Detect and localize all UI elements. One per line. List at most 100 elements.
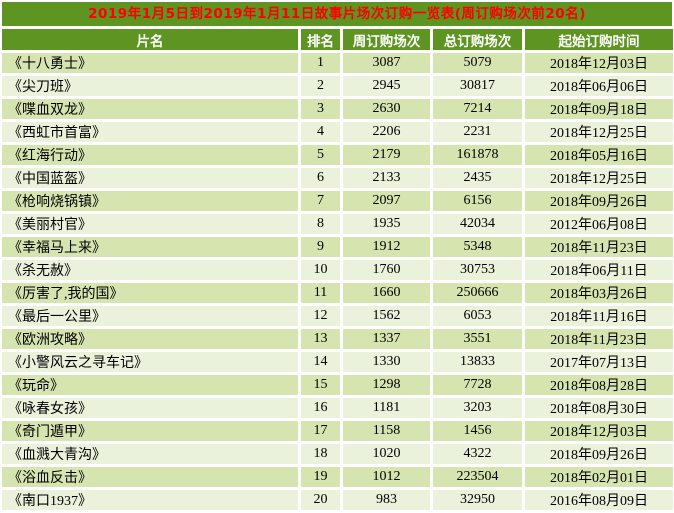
weekly-orders-cell: 1660 <box>343 283 430 303</box>
weekly-orders-cell: 1562 <box>343 306 430 326</box>
table-row: 《血溅大青沟》 18 1020 4322 2018年09月26日 <box>2 444 673 464</box>
table-row: 《喋血双龙》 3 2630 7214 2018年09月18日 <box>2 99 673 119</box>
start-date-cell: 2018年12月25日 <box>525 168 673 188</box>
total-orders-cell: 6156 <box>433 191 522 211</box>
movie-title-cell: 《厉害了,我的国》 <box>2 283 298 303</box>
table-body: 《十八勇士》 1 3087 5079 2018年12月03日 《尖刀班》 2 2945 3081… <box>2 53 673 510</box>
movie-title-cell: 《血溅大青沟》 <box>2 444 298 464</box>
movie-title-cell: 《咏春女孩》 <box>2 398 298 418</box>
rank-cell: 12 <box>301 306 340 326</box>
table-row: 《杀无赦》 10 1760 30753 2018年06月11日 <box>2 260 673 280</box>
start-date-cell: 2018年11月23日 <box>525 329 673 349</box>
total-orders-cell: 7214 <box>433 99 522 119</box>
movie-title-cell: 《喋血双龙》 <box>2 99 298 119</box>
total-orders-cell: 30753 <box>433 260 522 280</box>
total-orders-cell: 32950 <box>433 490 522 510</box>
table-row: 《西虹市首富》 4 2206 2231 2018年12月25日 <box>2 122 673 142</box>
total-orders-cell: 13833 <box>433 352 522 372</box>
weekly-orders-cell: 1158 <box>343 421 430 441</box>
movie-title-cell: 《小警风云之寻车记》 <box>2 352 298 372</box>
weekly-orders-cell: 1935 <box>343 214 430 234</box>
table-row: 《小警风云之寻车记》 14 1330 13833 2017年07月13日 <box>2 352 673 372</box>
column-header-movie-title: 片名 <box>2 29 298 50</box>
start-date-cell: 2018年09月26日 <box>525 191 673 211</box>
total-orders-cell: 30817 <box>433 76 522 96</box>
table-row: 《最后一公里》 12 1562 6053 2018年11月16日 <box>2 306 673 326</box>
table-row: 《中国蓝盔》 6 2133 2435 2018年12月25日 <box>2 168 673 188</box>
total-orders-cell: 5079 <box>433 53 522 73</box>
movie-title-cell: 《尖刀班》 <box>2 76 298 96</box>
rank-cell: 19 <box>301 467 340 487</box>
start-date-cell: 2018年11月16日 <box>525 306 673 326</box>
rank-cell: 14 <box>301 352 340 372</box>
total-orders-cell: 2435 <box>433 168 522 188</box>
column-header-weekly-orders: 周订购场次 <box>343 29 430 50</box>
start-date-cell: 2018年09月26日 <box>525 444 673 464</box>
table-header: 片名 排名 周订购场次 总订购场次 起始订购时间 <box>2 29 673 50</box>
weekly-orders-cell: 1181 <box>343 398 430 418</box>
rank-cell: 15 <box>301 375 340 395</box>
weekly-orders-cell: 1760 <box>343 260 430 280</box>
column-header-start-date: 起始订购时间 <box>525 29 673 50</box>
table-row: 《欧洲攻略》 13 1337 3551 2018年11月23日 <box>2 329 673 349</box>
movie-title-cell: 《幸福马上来》 <box>2 237 298 257</box>
weekly-orders-cell: 1337 <box>343 329 430 349</box>
start-date-cell: 2016年08月09日 <box>525 490 673 510</box>
header-row: 片名 排名 周订购场次 总订购场次 起始订购时间 <box>2 29 673 50</box>
table-row: 《十八勇士》 1 3087 5079 2018年12月03日 <box>2 53 673 73</box>
rank-cell: 20 <box>301 490 340 510</box>
table-row: 《南口1937》 20 983 32950 2016年08月09日 <box>2 490 673 510</box>
movie-title-cell: 《欧洲攻略》 <box>2 329 298 349</box>
movie-title-cell: 《美丽村官》 <box>2 214 298 234</box>
weekly-orders-cell: 2630 <box>343 99 430 119</box>
table-row: 《玩命》 15 1298 7728 2018年08月28日 <box>2 375 673 395</box>
movie-title-cell: 《枪响烧锅镇》 <box>2 191 298 211</box>
rank-cell: 13 <box>301 329 340 349</box>
table-row: 《咏春女孩》 16 1181 3203 2018年08月30日 <box>2 398 673 418</box>
start-date-cell: 2012年06月08日 <box>525 214 673 234</box>
start-date-cell: 2017年07月13日 <box>525 352 673 372</box>
rank-cell: 3 <box>301 99 340 119</box>
weekly-orders-cell: 1912 <box>343 237 430 257</box>
table-row: 《幸福马上来》 9 1912 5348 2018年11月23日 <box>2 237 673 257</box>
weekly-orders-cell: 1020 <box>343 444 430 464</box>
report-title: 2019年1月5日到2019年1月11日故事片场次订购一览表(周订购场次前20名… <box>2 2 672 26</box>
weekly-orders-cell: 1330 <box>343 352 430 372</box>
movie-title-cell: 《最后一公里》 <box>2 306 298 326</box>
movie-title-cell: 《中国蓝盔》 <box>2 168 298 188</box>
table-row: 《奇门遁甲》 17 1158 1456 2018年12月03日 <box>2 421 673 441</box>
rank-cell: 16 <box>301 398 340 418</box>
rank-cell: 17 <box>301 421 340 441</box>
weekly-orders-cell: 2206 <box>343 122 430 142</box>
weekly-orders-cell: 1298 <box>343 375 430 395</box>
total-orders-cell: 4322 <box>433 444 522 464</box>
rank-cell: 7 <box>301 191 340 211</box>
table-row: 《浴血反击》 19 1012 223504 2018年02月01日 <box>2 467 673 487</box>
rank-cell: 18 <box>301 444 340 464</box>
start-date-cell: 2018年05月16日 <box>525 145 673 165</box>
rank-cell: 1 <box>301 53 340 73</box>
total-orders-cell: 6053 <box>433 306 522 326</box>
weekly-orders-cell: 1012 <box>343 467 430 487</box>
table-row: 《枪响烧锅镇》 7 2097 6156 2018年09月26日 <box>2 191 673 211</box>
start-date-cell: 2018年06月06日 <box>525 76 673 96</box>
movie-title-cell: 《红海行动》 <box>2 145 298 165</box>
table-row: 《尖刀班》 2 2945 30817 2018年06月06日 <box>2 76 673 96</box>
rank-cell: 11 <box>301 283 340 303</box>
start-date-cell: 2018年09月18日 <box>525 99 673 119</box>
weekly-orders-cell: 2179 <box>343 145 430 165</box>
table-row: 《厉害了,我的国》 11 1660 250666 2018年03月26日 <box>2 283 673 303</box>
rank-cell: 8 <box>301 214 340 234</box>
total-orders-cell: 5348 <box>433 237 522 257</box>
total-orders-cell: 2231 <box>433 122 522 142</box>
movie-title-cell: 《奇门遁甲》 <box>2 421 298 441</box>
total-orders-cell: 3551 <box>433 329 522 349</box>
start-date-cell: 2018年06月11日 <box>525 260 673 280</box>
start-date-cell: 2018年02月01日 <box>525 467 673 487</box>
table-row: 《红海行动》 5 2179 161878 2018年05月16日 <box>2 145 673 165</box>
column-header-total-orders: 总订购场次 <box>433 29 522 50</box>
movie-title-cell: 《西虹市首富》 <box>2 122 298 142</box>
start-date-cell: 2018年08月28日 <box>525 375 673 395</box>
movie-title-cell: 《浴血反击》 <box>2 467 298 487</box>
